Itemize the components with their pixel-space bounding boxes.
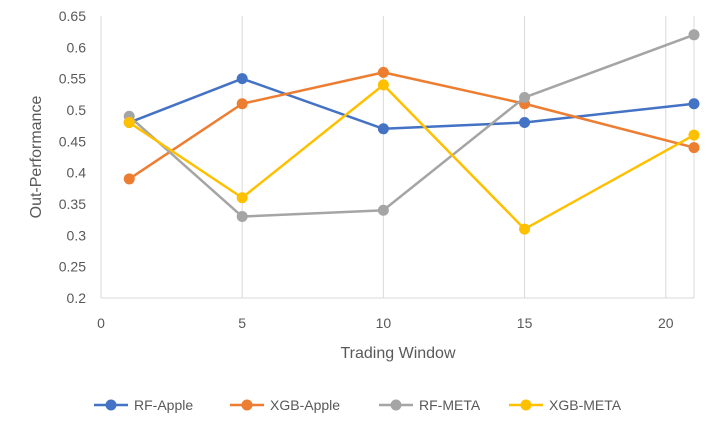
legend-label: RF-META xyxy=(419,397,481,413)
y-tick-label: 0.4 xyxy=(67,165,87,181)
data-point-xgb-meta xyxy=(124,117,135,128)
legend-swatch-marker xyxy=(521,400,532,411)
data-point-xgb-meta xyxy=(519,224,530,235)
legend-label: RF-Apple xyxy=(134,397,193,413)
data-point-rf-apple xyxy=(519,117,530,128)
legend-swatch-marker xyxy=(242,400,253,411)
legend-label: XGB-Apple xyxy=(270,397,340,413)
y-tick-label: 0.5 xyxy=(67,102,87,118)
x-tick-label: 5 xyxy=(238,315,246,331)
data-point-rf-apple xyxy=(378,123,389,134)
x-tick-label: 10 xyxy=(376,315,392,331)
x-axis-title: Trading Window xyxy=(340,345,455,362)
data-point-xgb-meta xyxy=(237,192,248,203)
data-point-xgb-apple xyxy=(378,67,389,78)
y-tick-label: 0.3 xyxy=(67,227,87,243)
legend-swatch-marker xyxy=(106,400,117,411)
y-tick-label: 0.6 xyxy=(67,39,87,55)
y-axis-title: Out-Performance xyxy=(28,96,45,219)
x-tick-label: 0 xyxy=(97,315,105,331)
data-point-rf-meta xyxy=(689,29,700,40)
data-point-xgb-meta xyxy=(378,79,389,90)
data-point-xgb-apple xyxy=(124,173,135,184)
data-point-xgb-apple xyxy=(237,98,248,109)
data-point-xgb-apple xyxy=(689,142,700,153)
data-point-rf-meta xyxy=(519,92,530,103)
y-tick-label: 0.35 xyxy=(59,196,86,212)
y-tick-label: 0.45 xyxy=(59,133,86,149)
data-point-rf-meta xyxy=(237,211,248,222)
y-tick-label: 0.25 xyxy=(59,259,86,275)
data-point-rf-meta xyxy=(378,205,389,216)
y-tick-label: 0.2 xyxy=(67,290,87,306)
legend-label: XGB-META xyxy=(549,397,622,413)
x-tick-label: 20 xyxy=(658,315,674,331)
y-tick-label: 0.55 xyxy=(59,71,86,87)
data-point-rf-apple xyxy=(689,98,700,109)
data-point-xgb-meta xyxy=(689,130,700,141)
y-tick-label: 0.65 xyxy=(59,8,86,24)
legend-swatch-marker xyxy=(391,400,402,411)
x-tick-label: 15 xyxy=(517,315,533,331)
data-point-rf-apple xyxy=(237,73,248,84)
